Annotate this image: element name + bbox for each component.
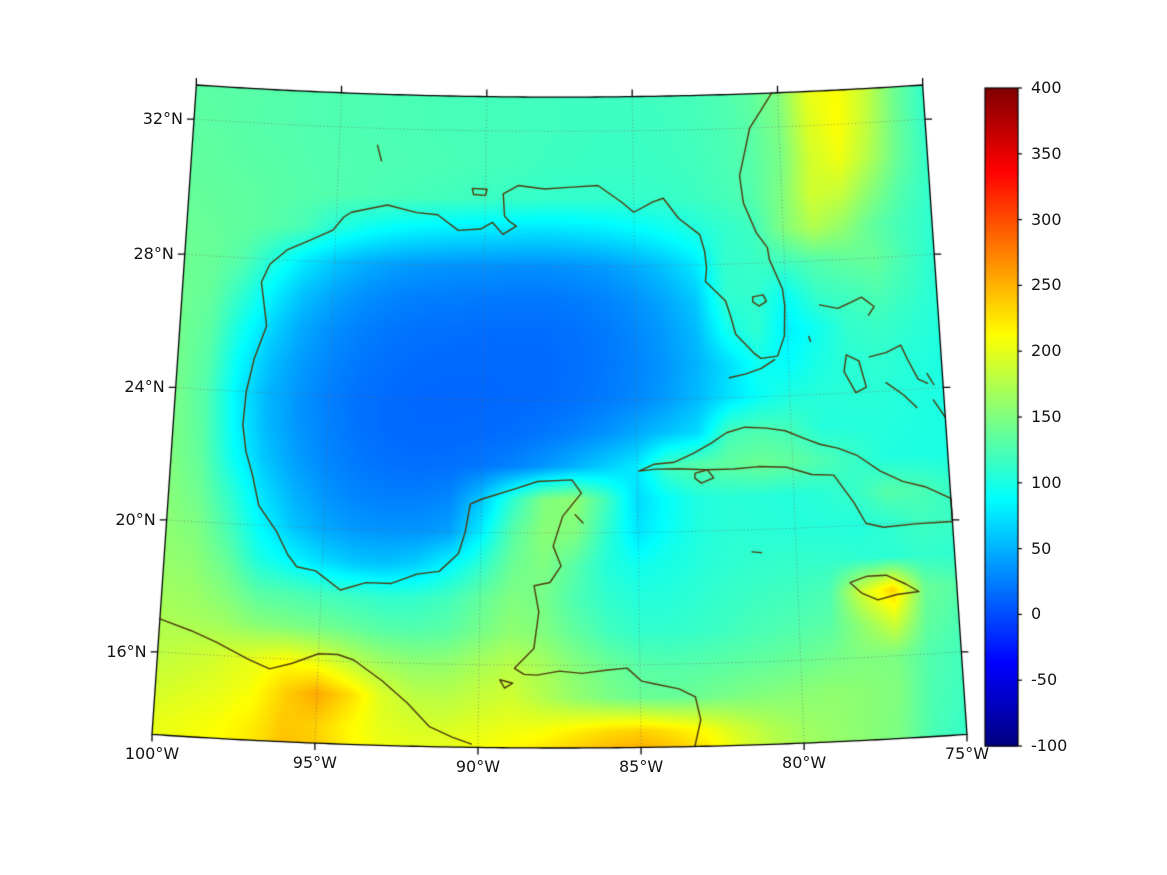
figure-heatmap-map: 100°W 95°W 90°W 85°W 80°W 75°W 16°N 20°N 24°N 28°… [0, 0, 1167, 875]
map-canvas [0, 0, 1167, 875]
